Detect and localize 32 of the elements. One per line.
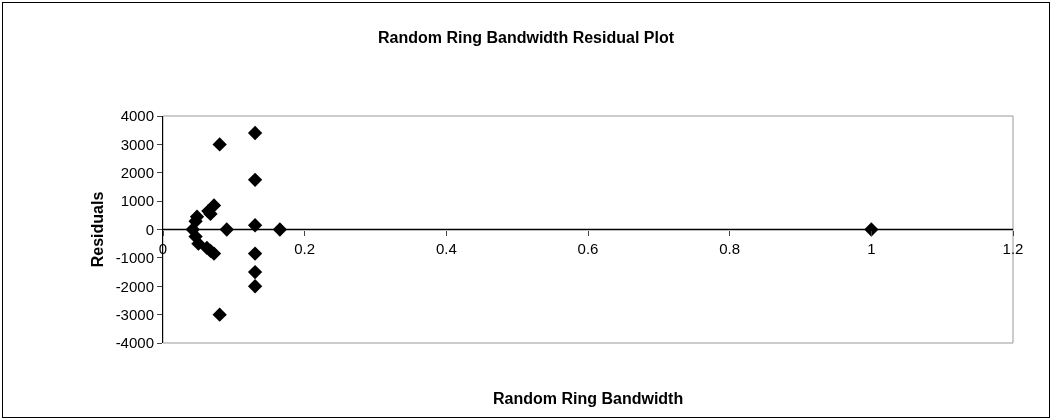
y-tick-label: 4000	[120, 107, 154, 125]
x-tick-label: 1	[867, 239, 876, 257]
point	[247, 246, 263, 261]
y-tick-label: -1000	[115, 249, 154, 267]
y-tick-label: -3000	[115, 305, 154, 323]
y-tick-label: 0	[145, 220, 154, 238]
point	[247, 264, 263, 280]
y-tick-label: 3000	[120, 135, 154, 153]
y-axis-title: Residuals	[88, 191, 106, 268]
point	[247, 125, 263, 141]
x-tick-label: 0.8	[719, 239, 741, 257]
x-axis-title: Random Ring Bandwidth	[493, 390, 684, 407]
y-tick-label: -2000	[115, 277, 154, 295]
point	[212, 307, 227, 322]
point	[191, 236, 206, 251]
chart-title: Random Ring Bandwidth Residual Plot	[378, 29, 675, 47]
x-tick-label: 0.2	[294, 239, 316, 257]
y-tick-label: -4000	[115, 334, 154, 352]
point	[247, 218, 263, 233]
point	[247, 279, 263, 294]
point	[864, 222, 879, 237]
x-tick-label: 1.2	[1002, 239, 1024, 257]
y-tick-label: 1000	[120, 192, 154, 210]
point	[206, 198, 222, 213]
point	[219, 222, 234, 237]
x-tick-label: 0.6	[577, 239, 599, 257]
point	[247, 172, 263, 187]
x-tick-label: 0.4	[435, 239, 457, 257]
point	[206, 246, 222, 261]
point	[272, 222, 288, 237]
y-tick-label: 2000	[120, 164, 154, 181]
point	[212, 137, 227, 152]
